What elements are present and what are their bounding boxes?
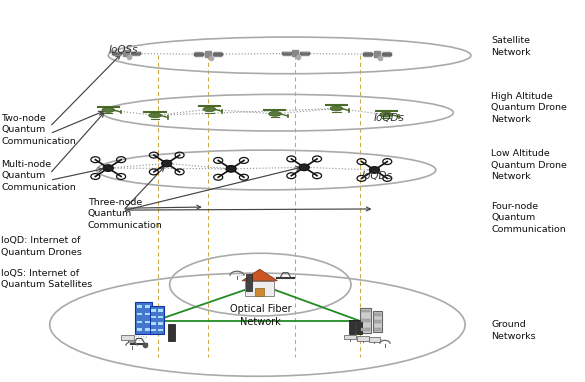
Bar: [137, 313, 142, 316]
Text: IoQD: Internet of
Quantum Drones: IoQD: Internet of Quantum Drones: [1, 236, 82, 257]
Bar: [246, 274, 252, 291]
Text: Three-node
Quantum
Communication: Three-node Quantum Communication: [88, 198, 163, 230]
Text: IoQSs: IoQSs: [108, 45, 137, 55]
Bar: [145, 313, 150, 316]
Text: Multi-node
Quantum
Communication: Multi-node Quantum Communication: [1, 160, 76, 192]
Circle shape: [161, 160, 172, 167]
Text: Four-node
Quantum
Communication: Four-node Quantum Communication: [491, 202, 566, 234]
Text: Two-node
Quantum
Communication: Two-node Quantum Communication: [1, 114, 76, 146]
Bar: [158, 316, 163, 319]
Ellipse shape: [102, 108, 115, 112]
Circle shape: [103, 165, 113, 172]
Bar: [145, 320, 150, 323]
Bar: [361, 328, 370, 331]
Bar: [145, 328, 150, 331]
Ellipse shape: [330, 106, 343, 111]
Bar: [158, 329, 163, 331]
FancyBboxPatch shape: [121, 335, 134, 340]
Bar: [361, 319, 370, 322]
Bar: [151, 322, 156, 325]
Bar: [151, 309, 156, 312]
Text: IoQDs: IoQDs: [362, 171, 393, 181]
Ellipse shape: [203, 107, 216, 112]
Text: Optical Fiber
Network: Optical Fiber Network: [229, 304, 291, 327]
Bar: [151, 329, 156, 331]
Bar: [361, 309, 370, 312]
Bar: [158, 322, 163, 325]
Bar: [151, 316, 156, 319]
Bar: [245, 281, 274, 296]
Text: IoQS: Internet of
Quantum Satellites: IoQS: Internet of Quantum Satellites: [1, 269, 92, 289]
Circle shape: [226, 165, 236, 172]
Bar: [374, 313, 381, 316]
Ellipse shape: [380, 112, 393, 117]
Bar: [145, 305, 150, 308]
Bar: [349, 320, 355, 334]
Ellipse shape: [149, 113, 161, 118]
Bar: [158, 309, 163, 312]
Text: Ground
Networks: Ground Networks: [491, 320, 536, 341]
Bar: [137, 305, 142, 308]
Text: Satellite
Network: Satellite Network: [491, 36, 531, 57]
Text: IoQDs: IoQDs: [373, 113, 404, 123]
Circle shape: [369, 167, 380, 173]
FancyBboxPatch shape: [360, 308, 371, 332]
FancyBboxPatch shape: [344, 335, 356, 339]
Bar: [137, 320, 142, 323]
FancyBboxPatch shape: [150, 306, 164, 335]
Circle shape: [299, 164, 309, 171]
Bar: [356, 320, 362, 334]
Bar: [374, 328, 381, 330]
Polygon shape: [242, 269, 277, 281]
Bar: [255, 288, 264, 296]
Bar: [374, 320, 381, 323]
FancyBboxPatch shape: [369, 337, 380, 342]
Text: High Altitude
Quantum Drone
Network: High Altitude Quantum Drone Network: [491, 92, 567, 124]
FancyBboxPatch shape: [357, 336, 369, 341]
Ellipse shape: [269, 112, 281, 116]
FancyBboxPatch shape: [135, 302, 152, 334]
Bar: [168, 324, 175, 341]
FancyBboxPatch shape: [373, 311, 382, 332]
Text: Low Altitude
Quantum Drone
Network: Low Altitude Quantum Drone Network: [491, 149, 567, 181]
Bar: [137, 328, 142, 331]
